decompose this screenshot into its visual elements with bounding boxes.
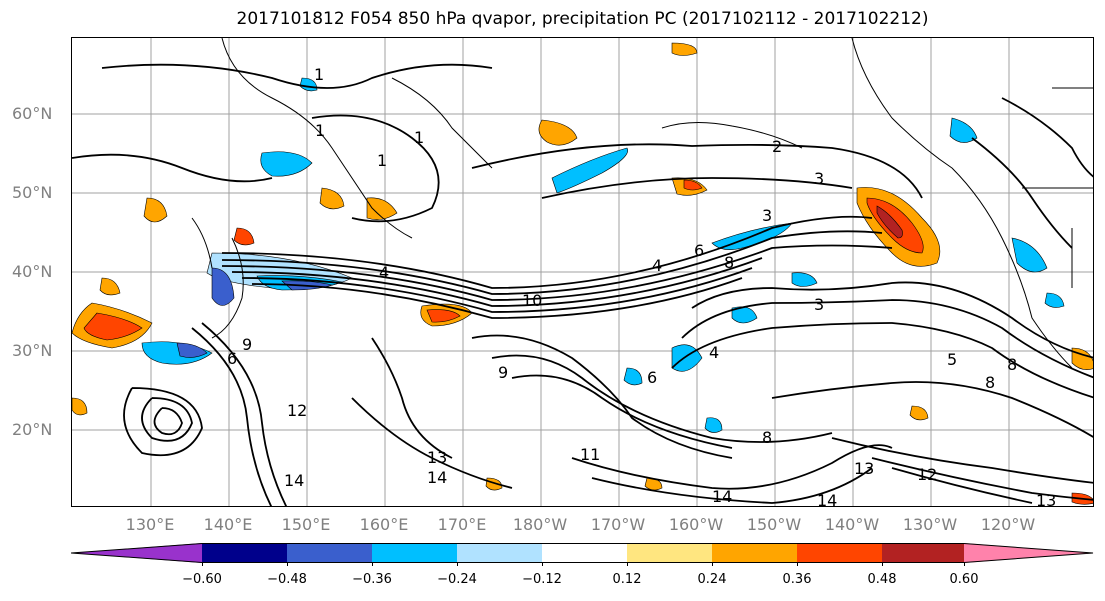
contour-label: 13: [427, 448, 447, 467]
contour-label: 9: [498, 363, 508, 382]
contour-label: 14: [817, 491, 837, 507]
lon-label: 140°E: [203, 515, 253, 534]
map-panel: 1 1 1 1 2 3 3 3 4 4 4 5 6 6 6 8 8 8 8 9 …: [71, 37, 1094, 507]
colorbar-segment: [71, 543, 202, 563]
contour-label: 2: [772, 137, 782, 156]
contour-label: 14: [284, 471, 304, 490]
colorbar-tick-label: −0.60: [182, 572, 222, 587]
coastlines: [191, 38, 1093, 369]
precip-shading: [72, 42, 1093, 505]
colorbar-tick-label: −0.24: [437, 572, 477, 587]
map-canvas: 1 1 1 1 2 3 3 3 4 4 4 5 6 6 6 8 8 8 8 9 …: [72, 38, 1093, 507]
colorbar: [71, 543, 1094, 563]
contour-label: 14: [712, 487, 732, 506]
contour-label: 1: [314, 65, 324, 84]
contour-label: 13: [854, 459, 874, 478]
colorbar-segment: [627, 543, 712, 563]
contour-label: 8: [1007, 355, 1017, 374]
colorbar-segment: [882, 543, 964, 563]
lat-label: 60°N: [12, 104, 53, 123]
contour-label: 11: [580, 445, 600, 464]
colorbar-segment: [712, 543, 797, 563]
colorbar-tick-label: 0.36: [782, 572, 812, 587]
lat-label: 30°N: [12, 341, 53, 360]
contour-label: 4: [379, 263, 389, 282]
colorbar-tick-label: −0.48: [267, 572, 307, 587]
colorbar-tick-label: 0.12: [612, 572, 642, 587]
colorbar-segment: [457, 543, 542, 563]
contour-label: 9: [242, 335, 252, 354]
lon-label: 150°W: [746, 515, 802, 534]
contour-label: 12: [287, 401, 307, 420]
contour-label: 10: [522, 291, 542, 310]
lon-label: 160°E: [359, 515, 409, 534]
lon-label: 150°E: [281, 515, 331, 534]
lat-label: 20°N: [12, 420, 53, 439]
contour-label: 4: [709, 343, 719, 362]
colorbar-tick-label: −0.36: [352, 572, 392, 587]
lon-label: 170°E: [437, 515, 487, 534]
lon-label: 160°W: [668, 515, 724, 534]
contour-label: 1: [315, 121, 325, 140]
lon-label: 170°W: [590, 515, 646, 534]
contour-label: 13: [1036, 491, 1056, 507]
lat-label: 50°N: [12, 183, 53, 202]
colorbar-segment: [542, 543, 627, 563]
contour-label: 8: [985, 373, 995, 392]
contour-label: 6: [227, 349, 237, 368]
colorbar-tick-label: −0.12: [522, 572, 562, 587]
contour-label: 1: [414, 128, 424, 147]
lat-label: 40°N: [12, 262, 53, 281]
contour-label: 6: [694, 241, 704, 260]
contour-label: 3: [814, 169, 824, 188]
map-title: 2017101812 F054 850 hPa qvapor, precipit…: [236, 9, 929, 29]
colorbar-tick-label: 0.60: [949, 572, 979, 587]
lon-label: 140°W: [824, 515, 880, 534]
contour-label: 12: [917, 465, 937, 484]
contour-label: 14: [427, 468, 447, 487]
lon-label: 120°W: [980, 515, 1036, 534]
contour-label: 1: [377, 151, 387, 170]
lon-label: 130°W: [902, 515, 958, 534]
lon-label: 130°E: [125, 515, 175, 534]
colorbar-segment: [797, 543, 882, 563]
contour-label: 6: [647, 368, 657, 387]
contour-label: 3: [814, 295, 824, 314]
qvapor-contours: [72, 63, 1093, 506]
lon-label: 180°W: [512, 515, 568, 534]
colorbar-segment: [287, 543, 372, 563]
contour-label: 3: [762, 206, 772, 225]
colorbar-segment: [202, 543, 287, 563]
colorbar-tick-label: 0.24: [697, 572, 727, 587]
colorbar-tick-label: 0.48: [867, 572, 897, 587]
colorbar-segment: [964, 543, 1094, 563]
contour-label: 5: [947, 350, 957, 369]
contour-label-group: 1 1 1 1 2 3 3 3 4 4 4 5 6 6 6 8 8 8 8 9 …: [227, 65, 1056, 507]
contour-label: 4: [652, 256, 662, 275]
colorbar-segment: [372, 543, 457, 563]
contour-label: 8: [724, 253, 734, 272]
contour-label: 8: [762, 428, 772, 447]
